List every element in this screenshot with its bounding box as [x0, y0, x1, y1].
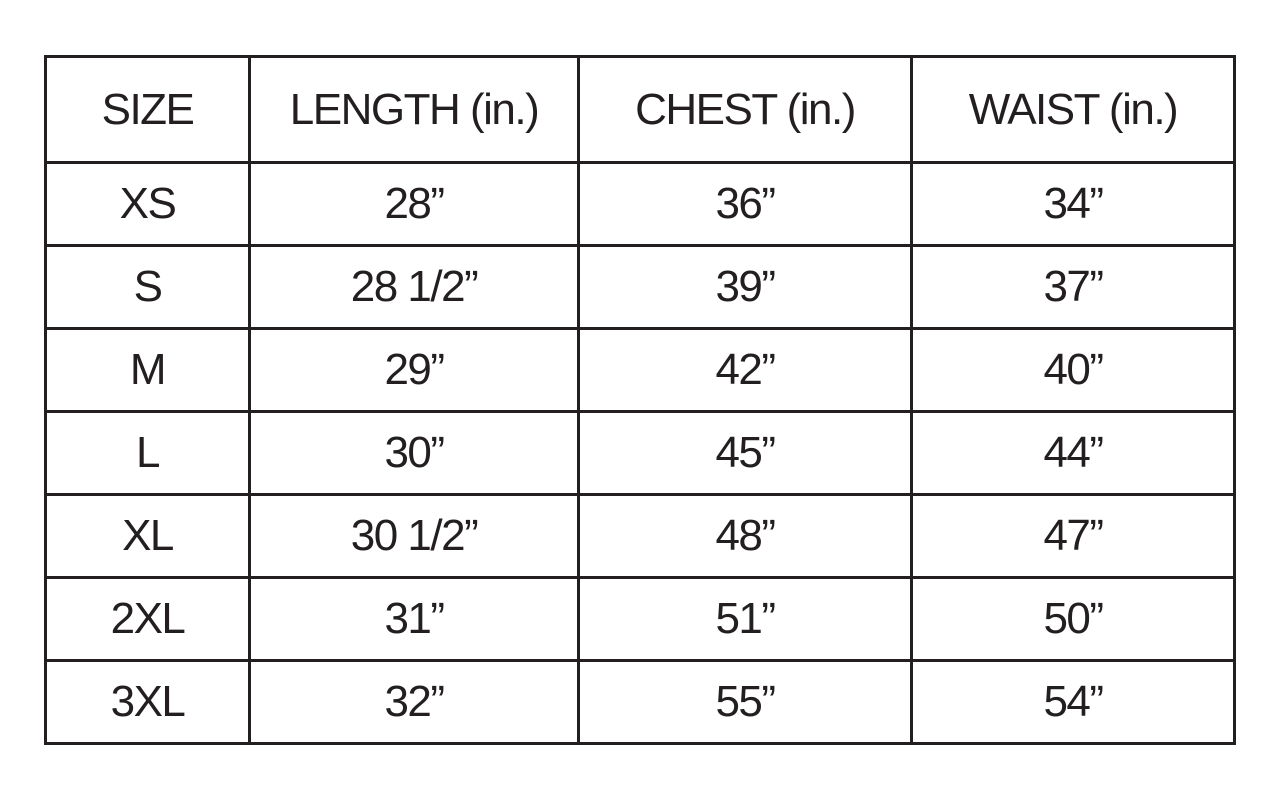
cell-chest: 51” — [577, 576, 913, 662]
header-size: SIZE — [44, 55, 251, 164]
table-row: 3XL 32” 55” 54” — [44, 659, 1236, 745]
cell-size: S — [44, 244, 251, 330]
cell-chest: 42” — [577, 327, 913, 413]
cell-length: 30 1/2” — [248, 493, 580, 579]
cell-waist: 40” — [910, 327, 1236, 413]
cell-length: 28 1/2” — [248, 244, 580, 330]
cell-length: 32” — [248, 659, 580, 745]
cell-chest: 45” — [577, 410, 913, 496]
cell-waist: 34” — [910, 161, 1236, 247]
header-row: SIZE LENGTH (in.) CHEST (in.) WAIST (in.) — [44, 55, 1236, 164]
cell-size: XS — [44, 161, 251, 247]
cell-chest: 48” — [577, 493, 913, 579]
cell-length: 30” — [248, 410, 580, 496]
cell-length: 28” — [248, 161, 580, 247]
cell-waist: 47” — [910, 493, 1236, 579]
cell-length: 29” — [248, 327, 580, 413]
table-row: XL 30 1/2” 48” 47” — [44, 493, 1236, 579]
cell-waist: 37” — [910, 244, 1236, 330]
cell-waist: 50” — [910, 576, 1236, 662]
table-row: XS 28” 36” 34” — [44, 161, 1236, 247]
cell-length: 31” — [248, 576, 580, 662]
cell-chest: 36” — [577, 161, 913, 247]
size-chart-table: SIZE LENGTH (in.) CHEST (in.) WAIST (in.) X… — [44, 55, 1236, 745]
header-chest: CHEST (in.) — [577, 55, 913, 164]
cell-size: 3XL — [44, 659, 251, 745]
cell-chest: 55” — [577, 659, 913, 745]
table-row: S 28 1/2” 39” 37” — [44, 244, 1236, 330]
cell-waist: 44” — [910, 410, 1236, 496]
cell-chest: 39” — [577, 244, 913, 330]
cell-size: L — [44, 410, 251, 496]
header-waist: WAIST (in.) — [910, 55, 1236, 164]
cell-size: XL — [44, 493, 251, 579]
table-row: 2XL 31” 51” 50” — [44, 576, 1236, 662]
header-length: LENGTH (in.) — [248, 55, 580, 164]
table-row: M 29” 42” 40” — [44, 327, 1236, 413]
table-row: L 30” 45” 44” — [44, 410, 1236, 496]
cell-size: 2XL — [44, 576, 251, 662]
cell-size: M — [44, 327, 251, 413]
cell-waist: 54” — [910, 659, 1236, 745]
